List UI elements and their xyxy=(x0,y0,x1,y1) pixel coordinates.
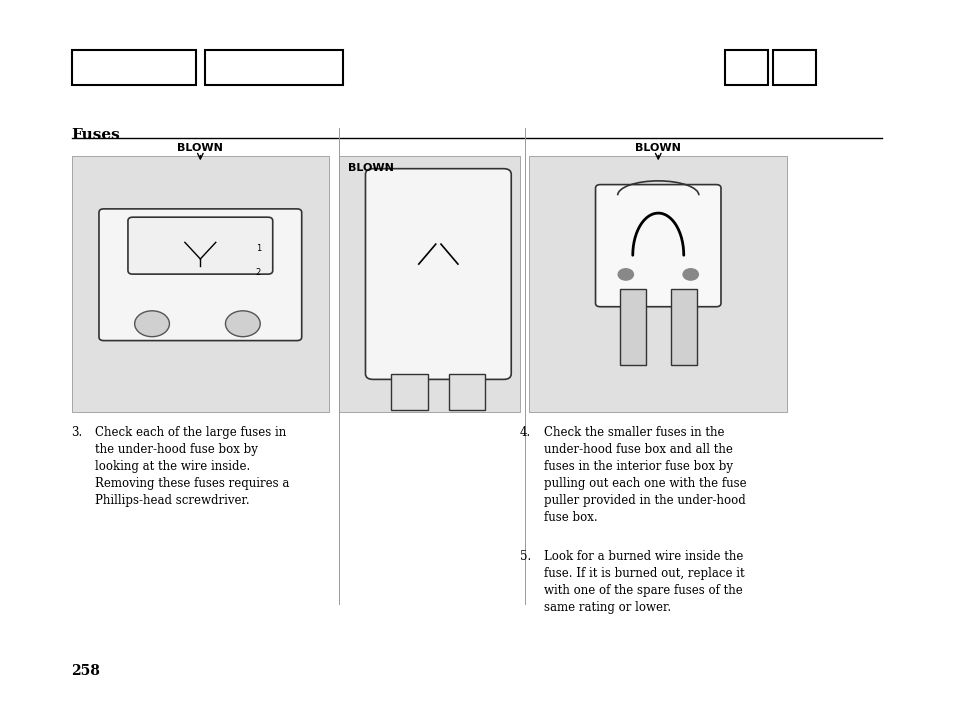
Text: Fuses: Fuses xyxy=(71,128,120,142)
Bar xyxy=(619,289,645,364)
FancyBboxPatch shape xyxy=(365,169,511,379)
FancyBboxPatch shape xyxy=(595,185,720,307)
Bar xyxy=(529,156,786,412)
Bar xyxy=(391,373,428,410)
Bar xyxy=(448,373,485,410)
Bar xyxy=(670,289,696,364)
Text: 4.: 4. xyxy=(519,426,531,439)
Text: 1: 1 xyxy=(255,244,261,253)
Bar xyxy=(724,50,767,85)
Bar xyxy=(205,50,343,85)
Text: Check each of the large fuses in
the under-hood fuse box by
looking at the wire : Check each of the large fuses in the und… xyxy=(95,426,290,507)
Bar xyxy=(338,156,519,412)
Text: 3.: 3. xyxy=(71,426,83,439)
Bar xyxy=(71,156,329,412)
Bar xyxy=(772,50,815,85)
Circle shape xyxy=(618,268,633,280)
FancyBboxPatch shape xyxy=(99,209,301,341)
Text: 258: 258 xyxy=(71,664,100,678)
Text: BLOWN: BLOWN xyxy=(348,163,394,173)
Text: 5.: 5. xyxy=(519,550,531,563)
Text: BLOWN: BLOWN xyxy=(177,143,223,153)
Text: 2: 2 xyxy=(255,268,261,277)
Circle shape xyxy=(225,311,260,337)
FancyBboxPatch shape xyxy=(128,217,273,274)
Text: BLOWN: BLOWN xyxy=(635,143,680,153)
Text: Check the smaller fuses in the
under-hood fuse box and all the
fuses in the inte: Check the smaller fuses in the under-hoo… xyxy=(543,426,745,524)
Circle shape xyxy=(134,311,170,337)
Circle shape xyxy=(682,268,698,280)
Bar xyxy=(71,50,195,85)
Text: Look for a burned wire inside the
fuse. If it is burned out, replace it
with one: Look for a burned wire inside the fuse. … xyxy=(543,550,743,614)
